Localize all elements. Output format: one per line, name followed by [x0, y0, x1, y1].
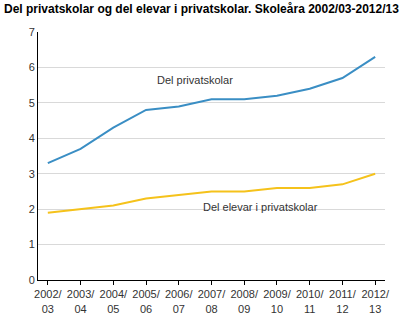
svg-text:2007/08: 2007/08 [198, 288, 226, 314]
svg-text:Del privatskolar: Del privatskolar [157, 74, 233, 86]
svg-text:7: 7 [29, 26, 35, 38]
svg-text:2006/07: 2006/07 [165, 288, 193, 314]
svg-text:4: 4 [29, 132, 35, 144]
svg-text:1: 1 [29, 238, 35, 250]
svg-text:2009/10: 2009/10 [263, 288, 291, 314]
svg-text:3: 3 [29, 168, 35, 180]
svg-text:2011/12: 2011/12 [329, 288, 357, 314]
svg-text:Del elevar i privatskolar: Del elevar i privatskolar [203, 201, 318, 213]
svg-text:2004/05: 2004/05 [100, 288, 128, 314]
svg-text:2: 2 [29, 203, 35, 215]
svg-text:2010/11: 2010/11 [296, 288, 324, 314]
svg-text:2012/13: 2012/13 [361, 288, 389, 314]
svg-text:6: 6 [29, 61, 35, 73]
svg-text:2005/06: 2005/06 [132, 288, 160, 314]
svg-text:2002/03: 2002/03 [34, 288, 62, 314]
svg-text:Del privatskolar og del elevar: Del privatskolar og del elevar i privats… [4, 2, 399, 16]
svg-text:2008/09: 2008/09 [230, 288, 258, 314]
svg-text:2003/04: 2003/04 [67, 288, 95, 314]
svg-text:0: 0 [29, 274, 35, 286]
svg-text:5: 5 [29, 97, 35, 109]
